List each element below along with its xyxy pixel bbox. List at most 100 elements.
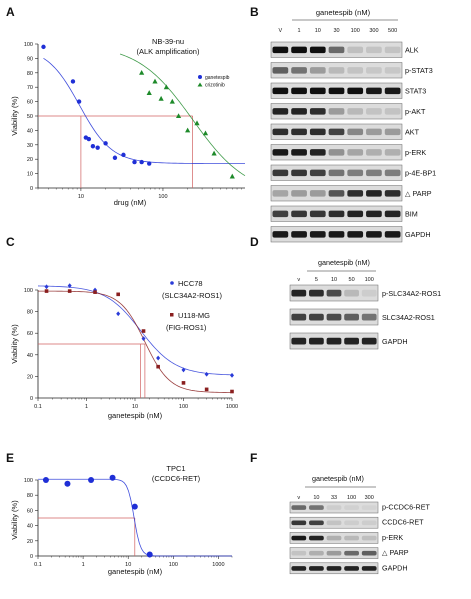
chart-c-x-tick-label: 0.1 <box>34 404 42 410</box>
blot-b-band <box>272 149 289 156</box>
blot-b-band <box>384 169 401 177</box>
chart-a-data-point <box>147 161 152 166</box>
blot-b-band <box>366 149 382 156</box>
chart-a-data-point <box>146 90 152 95</box>
blot-b-band <box>309 210 326 218</box>
chart-a-data-point <box>139 159 144 165</box>
western-blot-d: ganetespib (nM) v 5 10 50 100 p-SLC34A2-ROS1 S… <box>289 258 441 350</box>
chart-e-y-tick-label: 60 <box>27 508 33 514</box>
blot-f-band <box>326 505 342 510</box>
chart-c-y-label: Viability (%) <box>10 324 19 364</box>
chart-a-y-tick-label: 80 <box>27 71 33 77</box>
blot-d-lane-label: v <box>297 277 300 283</box>
blot-d-lane-label: 100 <box>365 277 374 283</box>
chart-c-legend-label-u118: U118-MG <box>178 311 210 320</box>
chart-c-legend-marker-u118 <box>170 313 174 317</box>
chart-a-data-point <box>90 144 96 149</box>
chart-a-data-point <box>121 152 126 158</box>
blot-b-band <box>384 149 401 156</box>
chart-a-data-point <box>152 78 158 84</box>
blot-f-band <box>309 550 324 556</box>
chart-e-y-tick-label: 20 <box>27 539 33 545</box>
blot-b-row-label: STAT3 <box>405 87 426 96</box>
blot-b-band <box>309 87 326 95</box>
blot-b-row-label: BIM <box>405 210 418 219</box>
western-blot-b: ganetespib (nM) V 1 10 30 100 300 500 ALK p-STAT… <box>270 8 436 243</box>
blot-f-band <box>309 535 324 541</box>
chart-e-data-point <box>109 474 116 481</box>
blot-d-treatment-label: ganetespib (nM) <box>318 258 370 267</box>
chart-a-y-tick-label: 10 <box>27 172 33 178</box>
blot-f-band <box>309 566 324 571</box>
blot-d-band <box>326 313 342 321</box>
blot-b-band <box>384 67 401 74</box>
chart-e-subtitle: (CCDC6-RET) <box>152 474 201 483</box>
chart-a-y-tick-label: 60 <box>27 100 33 106</box>
panel-letter-c: C <box>6 235 15 249</box>
blot-b-band <box>309 128 326 136</box>
chart-e-data-point <box>88 477 95 483</box>
chart-a-data-point <box>132 159 137 165</box>
blot-b-band <box>328 67 345 74</box>
blot-f-band <box>291 520 307 526</box>
blot-d-lane-label: 5 <box>315 277 318 283</box>
western-blot-f: ganetespib (nM) v 10 33 100 300 p-CCDC6-RET CC… <box>289 474 431 575</box>
blot-f-band <box>291 566 307 571</box>
blot-b-band <box>291 46 307 54</box>
blot-b-band <box>366 67 382 74</box>
blot-b-band <box>291 67 307 74</box>
chart-a-fit-curve <box>119 53 246 177</box>
blot-b-lane-label: 1 <box>298 28 301 34</box>
chart-c-data-point <box>204 371 209 377</box>
blot-b-band <box>384 128 401 136</box>
blot-b-band <box>384 46 401 54</box>
chart-c-x-tick-label: 100 <box>179 404 188 410</box>
blot-f-band <box>361 566 377 571</box>
chart-a-data-point <box>175 113 182 118</box>
chart-c-y-tick-label: 60 <box>27 331 33 337</box>
blot-b-band <box>309 149 326 156</box>
chart-c-data-point <box>116 311 121 317</box>
blot-b-lane-label: 500 <box>388 28 397 34</box>
chart-a-data-point <box>95 145 100 150</box>
blot-b-band <box>347 210 364 218</box>
blot-f-lane-label: 100 <box>347 495 356 501</box>
blot-f-band <box>344 520 359 526</box>
blot-d-band <box>326 289 342 297</box>
chart-a-data-point <box>163 84 169 90</box>
chart-a-data-point <box>70 79 76 84</box>
blot-f-band <box>361 535 377 541</box>
chart-a-y-tick-label: 100 <box>24 42 33 48</box>
chart-e-title: TPC1 <box>166 464 185 473</box>
blot-b-band <box>272 128 289 136</box>
panel-letter-a: A <box>6 5 15 19</box>
blot-f-band <box>361 550 377 556</box>
blot-d-lane-label: 10 <box>331 277 337 283</box>
chart-c-data-point <box>230 372 234 378</box>
blot-f-band <box>309 520 324 526</box>
blot-b-band <box>291 169 307 177</box>
chart-a-data-point <box>41 44 46 50</box>
chart-a-title: NB-39-nu <box>152 37 184 46</box>
chart-a-legend-marker-ganetespib <box>198 75 202 79</box>
blot-b-band <box>309 46 326 54</box>
chart-c-data-point <box>93 287 98 293</box>
chart-a-legend-label-crizotinib: crizotinib <box>205 83 225 89</box>
blot-b-band <box>384 231 401 238</box>
blot-b-band <box>347 67 364 74</box>
blot-d-row-label: GAPDH <box>382 337 408 346</box>
chart-a-data-point <box>76 99 82 104</box>
chart-e: TPC1 (CCDC6-RET) ganetespib (nM) Viabili… <box>10 464 233 576</box>
blot-b-row-label: p-STAT3 <box>405 66 433 75</box>
blot-f-band <box>361 520 377 526</box>
blot-b-row-label: p-AKT <box>405 107 426 116</box>
chart-a-x-tick-label: 100 <box>158 194 167 200</box>
blot-b-band <box>272 210 289 218</box>
blot-b-band <box>366 46 382 54</box>
chart-c-data-point <box>141 336 146 341</box>
blot-b-band <box>328 231 345 238</box>
blot-f-band <box>344 535 359 541</box>
chart-c-fit-curve <box>38 290 233 393</box>
blot-b-band <box>272 87 289 95</box>
chart-a-data-point <box>112 155 118 160</box>
